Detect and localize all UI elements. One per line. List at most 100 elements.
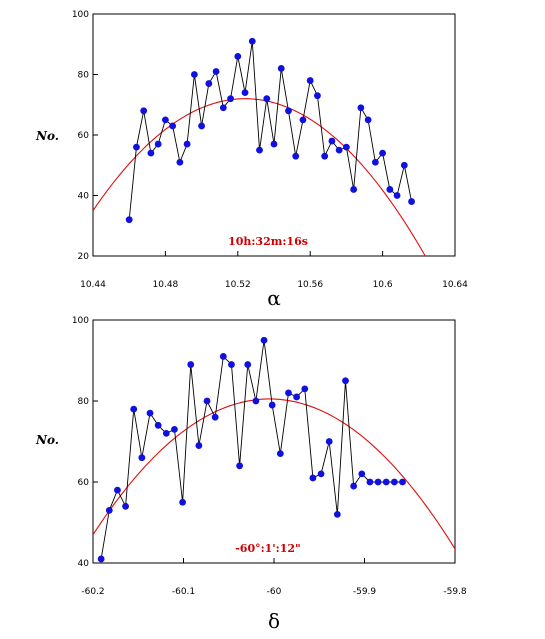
data-point xyxy=(317,470,325,478)
data-point xyxy=(183,140,191,148)
data-point xyxy=(374,478,382,486)
data-point xyxy=(358,470,366,478)
fit-curve xyxy=(93,98,426,256)
x-tick-label: 10.52 xyxy=(225,280,251,290)
data-point xyxy=(248,37,256,45)
data-point xyxy=(146,409,154,417)
x-tick-label: -60.1 xyxy=(172,587,195,597)
data-point xyxy=(140,107,148,115)
fit-curve xyxy=(93,398,455,550)
data-point xyxy=(292,152,300,160)
data-point xyxy=(236,462,244,470)
data-point xyxy=(219,353,227,360)
data-point xyxy=(285,107,292,115)
data-point xyxy=(285,389,292,397)
chart-1: 100 80 60 40 20 10.44 10.48 10.52 10.56 10.6 10.64… xyxy=(35,10,468,310)
data-point xyxy=(325,438,333,445)
data-point xyxy=(105,506,113,514)
x-tick-label: 10.56 xyxy=(297,280,323,290)
plot-frame xyxy=(92,13,456,257)
data-point xyxy=(154,421,162,429)
data-point xyxy=(270,140,278,148)
y-tick-label: 60 xyxy=(78,478,90,488)
data-point xyxy=(125,216,133,224)
y-tick-label: 40 xyxy=(78,192,90,202)
y-axis-label: No. xyxy=(35,433,59,447)
data-point xyxy=(147,149,155,157)
chart-annotation: -60°:1':12" xyxy=(235,542,301,555)
data-line xyxy=(100,340,403,560)
data-point xyxy=(244,361,252,368)
x-tick-label: -59.8 xyxy=(443,587,467,597)
data-point xyxy=(390,478,398,486)
data-point xyxy=(133,143,140,151)
x-tick-label: 10.48 xyxy=(153,280,179,290)
chart-annotation: 10h:32m:16s xyxy=(228,235,308,248)
data-point xyxy=(309,474,317,482)
data-point xyxy=(263,95,271,103)
x-tick-label: -60.2 xyxy=(81,587,104,597)
x-axis-label: δ xyxy=(268,609,280,633)
data-point xyxy=(227,95,234,103)
data-point xyxy=(399,478,406,486)
data-point xyxy=(314,92,321,100)
data-point xyxy=(252,397,260,405)
data-point xyxy=(299,116,307,124)
data-point xyxy=(195,442,203,449)
x-tick-label: -59.9 xyxy=(353,587,377,597)
data-point xyxy=(219,104,227,112)
data-point xyxy=(364,116,372,124)
x-tick-label: 10.64 xyxy=(442,280,468,290)
data-point xyxy=(276,450,284,458)
data-point xyxy=(190,71,198,78)
data-point xyxy=(205,80,213,87)
data-point xyxy=(138,454,146,462)
data-point xyxy=(187,361,195,368)
data-line xyxy=(128,41,413,220)
y-tick-label: 80 xyxy=(78,397,90,407)
data-point xyxy=(400,161,408,169)
data-point xyxy=(212,68,220,75)
data-point xyxy=(130,405,138,413)
data-point xyxy=(357,104,365,112)
data-point xyxy=(371,158,379,166)
data-point xyxy=(386,186,394,193)
data-point xyxy=(350,482,358,490)
data-point xyxy=(169,122,177,130)
data-point xyxy=(241,89,249,97)
data-point xyxy=(114,486,121,494)
data-point xyxy=(162,430,170,437)
data-point xyxy=(176,158,184,166)
data-point xyxy=(234,52,242,60)
data-point xyxy=(382,478,390,486)
data-point xyxy=(328,137,336,145)
y-tick-label: 40 xyxy=(78,559,90,569)
y-axis-label: No. xyxy=(35,129,59,143)
x-axis-label: α xyxy=(267,286,281,310)
y-tick-label: 80 xyxy=(78,71,90,81)
data-point xyxy=(277,65,285,72)
x-tick-label: -60 xyxy=(267,587,282,597)
data-point xyxy=(333,511,341,518)
data-point xyxy=(393,192,401,199)
data-point xyxy=(179,498,186,506)
chart-2: 100 80 60 40 -60.2 -60.1 -60 -59.9 -59.8 No. δ -60°… xyxy=(35,316,467,633)
y-tick-label: 20 xyxy=(78,252,90,262)
data-point xyxy=(343,143,350,151)
data-point xyxy=(260,336,268,344)
data-point xyxy=(122,502,129,510)
y-tick-label: 100 xyxy=(72,316,89,326)
data-point xyxy=(97,555,105,563)
data-point xyxy=(306,77,314,84)
data-point xyxy=(171,425,178,433)
x-tick-label: 10.44 xyxy=(80,280,106,290)
data-point xyxy=(198,122,206,130)
data-point xyxy=(408,198,415,205)
data-point xyxy=(350,186,358,193)
data-point xyxy=(162,116,169,124)
data-point xyxy=(211,413,219,421)
y-tick-label: 100 xyxy=(72,10,89,20)
data-point xyxy=(301,385,309,393)
data-point xyxy=(321,152,329,160)
